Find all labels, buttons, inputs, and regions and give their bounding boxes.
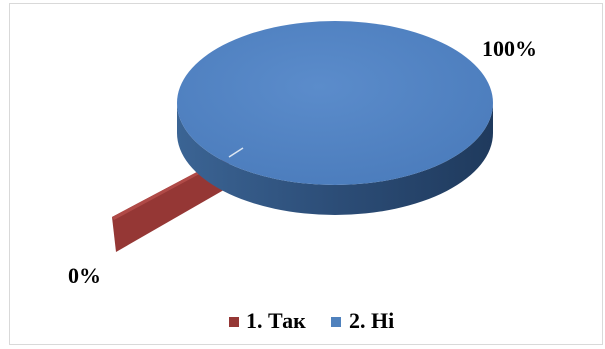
legend-label-tak: 1. Так [246, 308, 306, 333]
pie-slice-seam [228, 147, 244, 158]
legend-swatch-ni [331, 317, 341, 327]
pie-slice-ni [177, 21, 493, 185]
data-label-tak: 0% [68, 263, 101, 288]
data-label-ni: 100% [482, 36, 537, 61]
legend: 1. Так 2. Ні [229, 308, 394, 333]
legend-label-ni: 2. Ні [349, 308, 394, 333]
legend-swatch-tak [229, 317, 239, 327]
pie-slice-tak [112, 155, 229, 252]
pie-slice-ni-side [177, 103, 493, 215]
